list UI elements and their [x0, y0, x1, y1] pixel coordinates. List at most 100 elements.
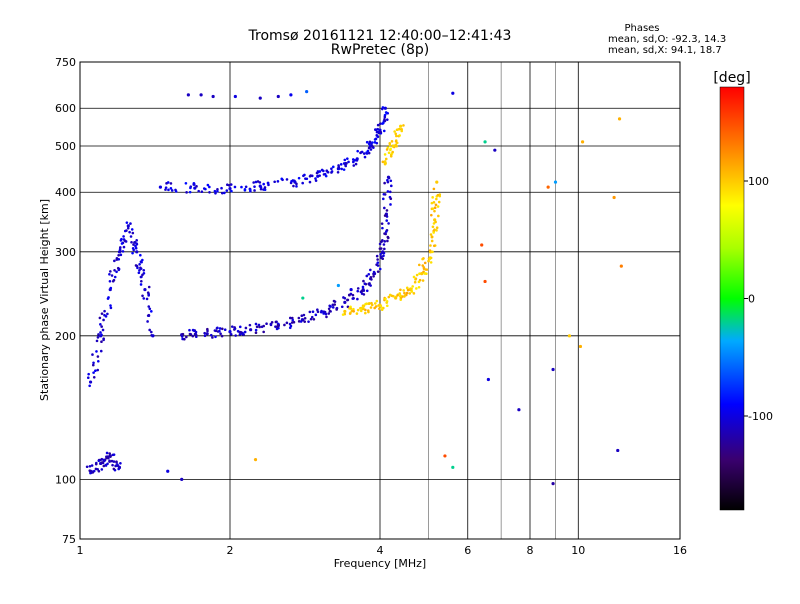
- data-point: [333, 303, 337, 306]
- data-point: [395, 144, 398, 148]
- data-point: [376, 270, 380, 273]
- data-point: [240, 185, 243, 189]
- data-point: [100, 340, 103, 344]
- data-point: [384, 111, 388, 114]
- data-point: [356, 287, 360, 290]
- data-point: [233, 94, 237, 99]
- data-point: [223, 191, 226, 195]
- data-point: [188, 190, 192, 194]
- data-point: [140, 279, 143, 283]
- data-point: [229, 333, 233, 336]
- data-point: [139, 275, 143, 279]
- data-point: [382, 129, 386, 133]
- data-point: [399, 124, 403, 128]
- data-point: [382, 254, 385, 258]
- data-point: [94, 462, 98, 466]
- phase-stats-x: mean, sd,X: 94.1, 18.7: [608, 45, 722, 56]
- data-point: [365, 302, 369, 305]
- colorbar-tick-label: -100: [748, 410, 773, 423]
- data-point: [180, 335, 184, 338]
- data-point: [387, 151, 391, 155]
- data-point: [213, 189, 217, 193]
- data-point: [336, 170, 340, 174]
- data-point: [385, 300, 389, 303]
- data-point: [116, 266, 120, 270]
- x-tick-label: 4: [377, 544, 384, 557]
- data-point: [352, 307, 355, 311]
- data-point: [413, 280, 417, 284]
- data-point: [166, 181, 170, 184]
- data-point: [123, 239, 127, 243]
- data-point: [292, 184, 295, 188]
- data-point: [254, 322, 258, 326]
- data-point: [305, 177, 309, 181]
- data-point: [434, 203, 438, 207]
- data-point: [343, 300, 347, 305]
- data-point: [421, 279, 425, 282]
- data-point: [301, 181, 304, 185]
- data-point: [433, 228, 436, 231]
- data-point: [383, 206, 386, 210]
- grid: [80, 62, 680, 539]
- data-point: [385, 219, 389, 222]
- data-point: [158, 185, 163, 189]
- data-point: [431, 250, 434, 254]
- data-point: [91, 363, 95, 367]
- data-point: [344, 162, 348, 165]
- data-point: [189, 332, 193, 336]
- data-point: [92, 371, 95, 374]
- data-point: [280, 177, 284, 181]
- data-point: [121, 250, 125, 253]
- data-point: [612, 195, 616, 200]
- data-point: [480, 243, 484, 247]
- data-point: [335, 307, 338, 310]
- data-point: [138, 262, 141, 266]
- data-point: [248, 188, 252, 191]
- data-point: [254, 331, 258, 334]
- data-point: [388, 293, 392, 297]
- data-point: [366, 149, 370, 153]
- data-point: [142, 297, 146, 300]
- data-point: [208, 191, 211, 194]
- data-point: [483, 279, 487, 284]
- data-point: [97, 333, 100, 336]
- data-point: [97, 469, 101, 473]
- data-point: [244, 185, 248, 189]
- data-point: [110, 274, 114, 277]
- data-point: [147, 285, 151, 289]
- y-tick-label: 75: [62, 533, 76, 546]
- data-point: [429, 244, 432, 247]
- data-point: [431, 207, 435, 210]
- data-point: [336, 283, 340, 288]
- data-point: [94, 369, 97, 373]
- data-point: [619, 264, 623, 268]
- data-point: [352, 297, 355, 300]
- data-point: [402, 124, 405, 127]
- data-point: [131, 231, 135, 235]
- data-point: [97, 359, 100, 363]
- data-point: [405, 286, 409, 290]
- data-point: [339, 163, 343, 166]
- data-point: [257, 323, 261, 327]
- data-point: [255, 325, 259, 329]
- data-point: [546, 185, 550, 189]
- data-point: [435, 180, 439, 184]
- data-point: [365, 274, 369, 278]
- data-point: [362, 279, 365, 283]
- colorbar-tick-label: 0: [748, 293, 755, 306]
- data-point: [258, 181, 262, 184]
- data-point: [111, 463, 114, 467]
- data-point: [188, 328, 191, 332]
- data-point: [193, 186, 197, 190]
- data-point: [417, 263, 421, 267]
- data-point: [136, 266, 139, 270]
- data-point: [432, 187, 436, 191]
- data-point: [316, 310, 320, 314]
- data-point: [99, 349, 103, 353]
- data-point: [377, 130, 380, 134]
- data-point: [386, 175, 391, 179]
- y-tick-label: 750: [55, 56, 76, 69]
- data-point: [351, 293, 355, 297]
- data-point: [362, 152, 366, 155]
